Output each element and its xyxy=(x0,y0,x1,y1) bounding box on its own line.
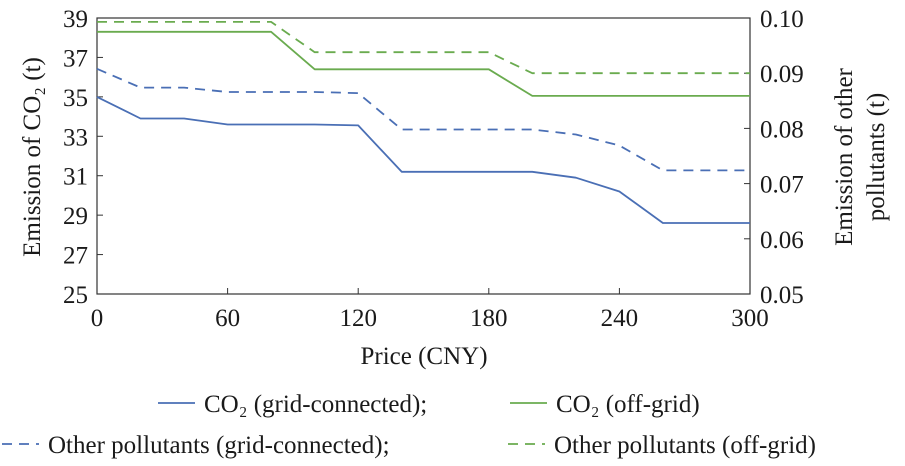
y-left-tick-label: 27 xyxy=(63,243,88,270)
legend-label-co2-offgrid: CO₂ (off-grid) xyxy=(556,391,700,418)
y-right-tick-label: 0.06 xyxy=(760,227,804,254)
legend-label-co2-grid: CO₂ (grid-connected); xyxy=(204,391,427,418)
y-axis-right-title-line2: pollutants (t) xyxy=(863,93,890,221)
x-tick-label: 0 xyxy=(91,305,104,332)
y-right-tick-label: 0.07 xyxy=(760,172,804,199)
x-axis-title: Price (CNY) xyxy=(360,343,487,370)
legend-label-other-grid: Other pollutants (grid-connected); xyxy=(48,432,390,459)
series-line-other-pollutants-off-grid xyxy=(97,20,750,75)
y-left-tick-label: 33 xyxy=(63,124,88,151)
series-line-other-pollutants-grid-connected xyxy=(96,67,750,172)
y-right-tick-label: 0.05 xyxy=(760,282,804,309)
legend: CO₂ (grid-connected); CO₂ (off-grid) Oth… xyxy=(2,391,816,459)
y-left-tick-label: 31 xyxy=(63,164,88,191)
y-right-tick-label: 0.08 xyxy=(760,116,804,143)
series-lines xyxy=(96,20,750,224)
x-tick-label: 300 xyxy=(731,305,769,332)
x-tick-label: 120 xyxy=(339,305,377,332)
y-left-tick-label: 39 xyxy=(63,6,88,33)
series-line-co-off-grid xyxy=(97,30,750,97)
plot-frame xyxy=(96,17,751,295)
y-left-tick-label: 29 xyxy=(63,203,88,230)
x-tick-label: 240 xyxy=(601,305,639,332)
y-left-tick-label: 35 xyxy=(63,85,88,112)
x-tick-label: 60 xyxy=(215,305,240,332)
y-right-tick-label: 0.09 xyxy=(760,61,804,88)
y-left-tick-label: 25 xyxy=(63,282,88,309)
y-right-tick-label: 0.10 xyxy=(760,6,804,33)
legend-label-other-offgrid: Other pollutants (off-grid) xyxy=(554,432,816,459)
tick-labels: 0 60 120 180 240 300 25 27 29 31 33 35 37 39 0.05 0.06 0… xyxy=(63,6,804,332)
series-line-co-grid-connected xyxy=(96,96,750,224)
x-tick-label: 180 xyxy=(470,305,508,332)
axes xyxy=(96,17,751,295)
y-axis-left-title: Emission of CO₂ (t) xyxy=(19,57,46,257)
y-left-tick-label: 37 xyxy=(63,45,88,72)
y-axis-right-title-line1: Emission of other xyxy=(831,67,858,245)
